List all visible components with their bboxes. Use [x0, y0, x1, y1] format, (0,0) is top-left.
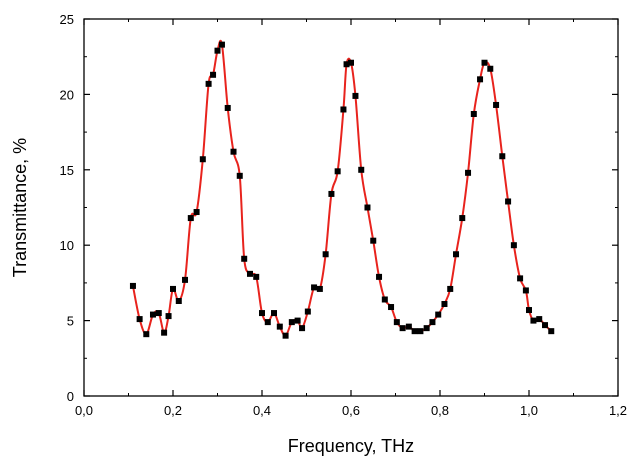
data-point	[241, 255, 248, 262]
data-point	[441, 301, 448, 308]
data-point	[224, 104, 231, 111]
data-point	[381, 296, 388, 303]
data-point	[264, 319, 271, 326]
y-tick-label: 20	[60, 87, 74, 102]
data-point	[218, 41, 225, 48]
data-point	[435, 311, 442, 318]
data-point	[343, 61, 350, 68]
data-point	[417, 328, 424, 335]
y-tick-label: 25	[60, 12, 74, 27]
data-point	[136, 316, 143, 323]
x-tick-label: 0,8	[431, 403, 449, 418]
data-point	[348, 59, 354, 66]
series-line	[131, 39, 552, 337]
data-point	[161, 329, 168, 336]
data-point	[393, 319, 400, 326]
y-tick-label: 15	[60, 163, 74, 178]
data-point	[358, 166, 365, 173]
data-point	[453, 251, 460, 258]
data-point	[481, 59, 488, 66]
data-point	[187, 215, 194, 222]
x-axis-title: Frequency, THz	[288, 436, 414, 456]
data-point	[548, 328, 555, 335]
tick-labels: 0,0 0,2 0,4 0,6 0,8 1,0 1,2 0 5 10 15 20 25	[60, 12, 628, 418]
plot-frame	[83, 18, 619, 397]
axes-frame	[83, 18, 619, 397]
x-tick-label: 1,0	[520, 403, 538, 418]
data-point	[299, 325, 306, 332]
x-tick-label: 1,2	[609, 403, 627, 418]
data-point	[429, 319, 436, 326]
data-point	[493, 101, 500, 108]
y-tick-label: 5	[67, 314, 74, 329]
data-point	[129, 282, 136, 289]
data-point	[143, 331, 150, 338]
data-point	[149, 311, 156, 318]
data-point	[328, 190, 335, 197]
ticks	[83, 18, 619, 397]
data-point	[505, 198, 512, 205]
data-point	[465, 169, 472, 176]
data-point	[517, 275, 524, 282]
data-point	[205, 80, 212, 87]
data-point	[388, 304, 395, 311]
data-point	[370, 237, 377, 244]
data-point	[322, 251, 329, 258]
data-point	[459, 215, 466, 222]
data-point	[259, 310, 265, 317]
data-point	[542, 322, 549, 329]
data-point	[477, 76, 484, 83]
y-tick-label: 0	[67, 389, 74, 404]
x-tick-label: 0,4	[253, 403, 271, 418]
data-point	[276, 323, 283, 330]
data-point	[352, 92, 359, 99]
x-tick-label: 0,0	[75, 403, 93, 418]
data-point	[530, 317, 537, 324]
data-point	[288, 319, 295, 326]
data-point	[311, 284, 318, 291]
data-point	[522, 287, 529, 294]
data-point	[214, 47, 221, 54]
data-point	[364, 204, 371, 211]
data-point	[340, 106, 347, 113]
data-point	[405, 323, 412, 330]
data-point	[294, 317, 301, 324]
data-point	[165, 313, 172, 320]
data-point	[510, 242, 517, 249]
data-point	[199, 156, 206, 163]
data-point	[230, 148, 237, 155]
data-point	[334, 168, 341, 175]
data-point	[182, 276, 189, 283]
data-point	[210, 71, 217, 78]
data-point	[304, 308, 311, 315]
data-point	[271, 310, 278, 317]
data-point	[175, 298, 182, 304]
data-point	[193, 209, 200, 216]
plot-area	[129, 39, 555, 339]
y-axis-title: Transmittance, %	[10, 138, 30, 277]
y-tick-label: 10	[60, 238, 74, 253]
data-point	[470, 111, 477, 117]
data-point	[423, 325, 430, 332]
x-tick-label: 0,6	[342, 403, 360, 418]
data-point	[536, 316, 543, 323]
data-point	[411, 328, 418, 335]
data-point	[376, 273, 383, 280]
data-point	[253, 273, 260, 280]
data-point	[447, 285, 454, 292]
data-point	[487, 65, 494, 72]
data-point	[155, 310, 162, 317]
data-point	[526, 307, 532, 314]
data-point	[246, 270, 253, 277]
data-point	[399, 325, 406, 332]
data-point	[282, 332, 289, 339]
data-point	[499, 153, 506, 160]
x-tick-label: 0,2	[164, 403, 182, 418]
data-point	[316, 285, 323, 292]
data-point	[170, 285, 176, 292]
data-point	[236, 172, 243, 179]
